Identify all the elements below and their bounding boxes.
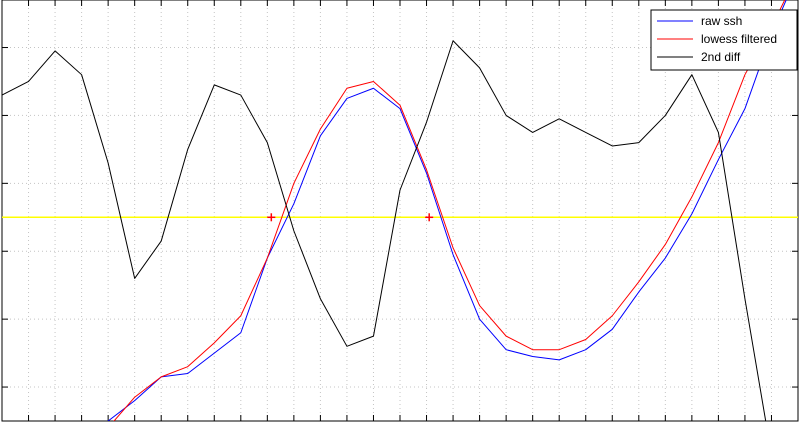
series-line-0 [107, 0, 787, 421]
legend-label-2: 2nd diff [701, 50, 741, 64]
crossing-marker-1 [425, 213, 434, 222]
series-line-2 [2, 40, 767, 421]
legend-label-1: lowess filtered [701, 32, 777, 46]
legend-label-0: raw ssh [701, 14, 742, 28]
legend-box [650, 9, 798, 71]
series-line-1 [113, 0, 786, 421]
crossing-marker-0 [267, 213, 276, 222]
legend: raw ssh lowess filtered 2nd diff [650, 9, 798, 71]
